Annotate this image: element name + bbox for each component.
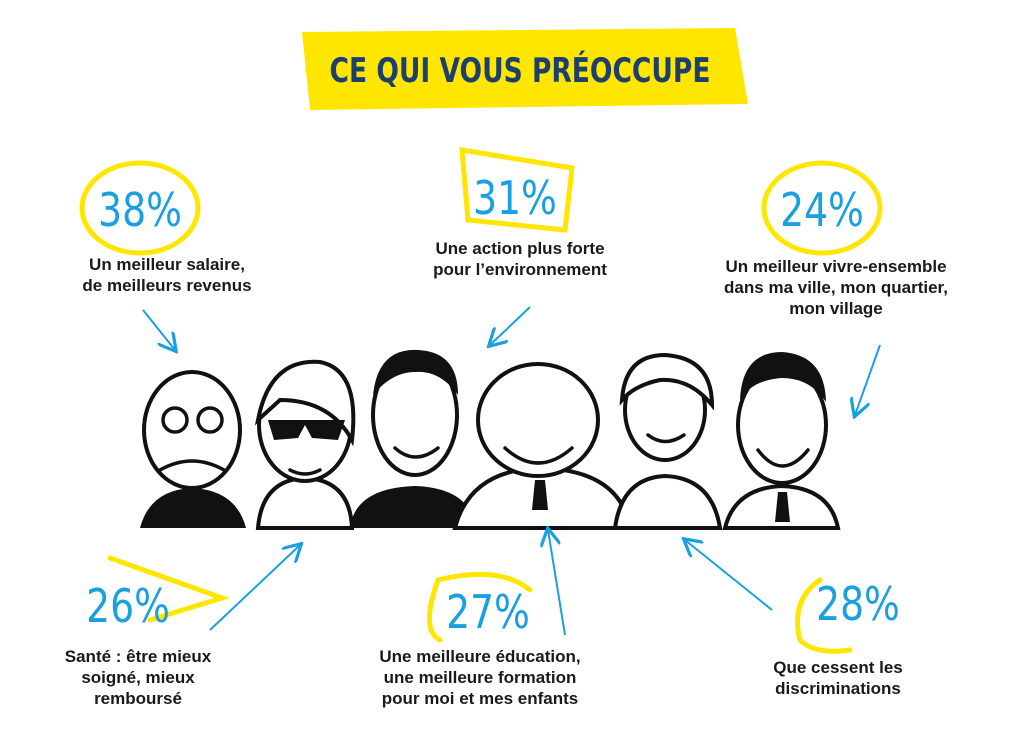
item-label: pour l’environnement bbox=[433, 260, 607, 279]
item-label: discriminations bbox=[775, 679, 901, 698]
item-label: Un meilleur salaire, bbox=[89, 255, 245, 274]
arrow bbox=[490, 306, 531, 345]
percentage: 38% bbox=[98, 183, 182, 237]
percentage: 26% bbox=[86, 579, 170, 633]
items: 38% Un meilleur salaire, de meilleurs reve… bbox=[65, 171, 948, 708]
people-illustration bbox=[140, 349, 841, 530]
item-label: de meilleurs revenus bbox=[82, 276, 251, 295]
percentage: 27% bbox=[446, 585, 530, 639]
percentage: 24% bbox=[780, 183, 864, 237]
title-highlight bbox=[302, 28, 748, 110]
percentage: 31% bbox=[473, 171, 557, 225]
title: CE QUI VOUS PRÉOCCUPE bbox=[330, 51, 711, 91]
item-label: Santé : être mieux bbox=[65, 647, 212, 666]
percentage: 28% bbox=[816, 577, 900, 631]
item-label: pour moi et mes enfants bbox=[382, 689, 578, 708]
item: 31% Une action plus forte pour l’environne… bbox=[433, 171, 607, 345]
arrow bbox=[548, 530, 566, 636]
item-label: Que cessent les bbox=[773, 658, 902, 677]
item-label: Un meilleur vivre-ensemble bbox=[725, 257, 946, 276]
arrow bbox=[855, 344, 881, 415]
item-label: dans ma ville, mon quartier, bbox=[724, 278, 948, 297]
item: 24% Un meilleur vivre-ensemble dans ma vil… bbox=[724, 183, 948, 415]
item-label: mon village bbox=[789, 299, 883, 318]
item: 26% Santé : être mieux soigné, mieux rembou… bbox=[65, 545, 300, 708]
item-label: soigné, mieux bbox=[81, 668, 195, 687]
item-label: remboursé bbox=[94, 689, 182, 708]
item: 28% Que cessent les discriminations bbox=[685, 540, 903, 698]
item-label: une meilleure formation bbox=[384, 668, 577, 687]
item-label: Une meilleure éducation, bbox=[379, 647, 580, 666]
arrow bbox=[142, 309, 175, 350]
item-label: Une action plus forte bbox=[435, 239, 604, 258]
arrow bbox=[685, 540, 773, 611]
item: 38% Un meilleur salaire, de meilleurs reve… bbox=[82, 183, 252, 350]
highlights bbox=[79, 147, 883, 654]
arrow bbox=[209, 545, 300, 631]
item: 27% Une meilleure éducation, une meilleure… bbox=[379, 530, 581, 708]
